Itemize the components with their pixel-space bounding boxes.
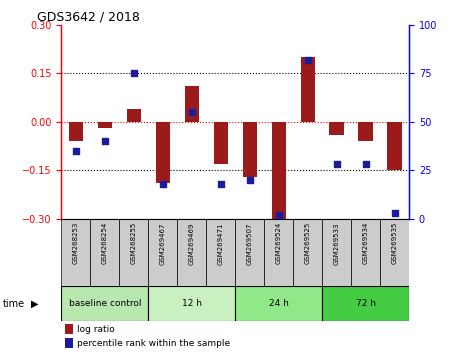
Bar xyxy=(156,122,170,183)
Bar xyxy=(184,86,199,122)
Point xyxy=(130,70,138,76)
Point xyxy=(188,109,196,115)
Bar xyxy=(293,219,322,286)
Point xyxy=(275,212,282,218)
Point xyxy=(333,161,341,167)
Text: 12 h: 12 h xyxy=(182,299,202,308)
Bar xyxy=(380,219,409,286)
Bar xyxy=(272,122,286,219)
Text: GSM269469: GSM269469 xyxy=(189,222,195,264)
Bar xyxy=(322,219,351,286)
Bar xyxy=(65,324,73,335)
Text: time: time xyxy=(2,299,25,309)
Bar xyxy=(98,122,112,128)
Bar xyxy=(127,109,141,122)
Bar xyxy=(330,122,344,135)
Point xyxy=(391,210,398,216)
Bar xyxy=(300,57,315,122)
Bar xyxy=(119,219,149,286)
Bar xyxy=(61,219,90,286)
Bar xyxy=(243,122,257,177)
Bar xyxy=(235,286,322,321)
Text: ▶: ▶ xyxy=(31,299,38,309)
Point xyxy=(101,138,109,144)
Text: 24 h: 24 h xyxy=(269,299,289,308)
Point xyxy=(362,161,369,167)
Text: GSM268254: GSM268254 xyxy=(102,222,108,264)
Bar xyxy=(69,122,83,141)
Bar xyxy=(387,122,402,170)
Bar xyxy=(322,286,409,321)
Point xyxy=(217,181,225,187)
Text: GSM269533: GSM269533 xyxy=(334,222,340,264)
Point xyxy=(72,148,80,154)
Text: GDS3642 / 2018: GDS3642 / 2018 xyxy=(37,11,140,24)
Point xyxy=(304,57,312,63)
Text: GSM269534: GSM269534 xyxy=(363,222,368,264)
Text: GSM269471: GSM269471 xyxy=(218,222,224,264)
Bar xyxy=(351,219,380,286)
Bar xyxy=(359,122,373,141)
Bar xyxy=(177,219,206,286)
Text: GSM268253: GSM268253 xyxy=(73,222,79,264)
Bar xyxy=(90,219,119,286)
Text: log ratio: log ratio xyxy=(77,325,115,334)
Text: GSM269535: GSM269535 xyxy=(392,222,398,264)
Text: GSM269507: GSM269507 xyxy=(247,222,253,264)
Bar xyxy=(149,286,235,321)
Bar xyxy=(235,219,264,286)
Bar xyxy=(206,219,235,286)
Point xyxy=(159,181,166,187)
Text: GSM269467: GSM269467 xyxy=(160,222,166,264)
Text: GSM269525: GSM269525 xyxy=(305,222,311,264)
Bar xyxy=(149,219,177,286)
Bar xyxy=(61,286,149,321)
Text: percentile rank within the sample: percentile rank within the sample xyxy=(77,339,230,348)
Text: baseline control: baseline control xyxy=(69,299,141,308)
Text: GSM268255: GSM268255 xyxy=(131,222,137,264)
Bar xyxy=(65,338,73,348)
Bar xyxy=(214,122,228,164)
Bar xyxy=(264,219,293,286)
Text: 72 h: 72 h xyxy=(356,299,376,308)
Point xyxy=(246,177,254,183)
Text: GSM269524: GSM269524 xyxy=(276,222,282,264)
